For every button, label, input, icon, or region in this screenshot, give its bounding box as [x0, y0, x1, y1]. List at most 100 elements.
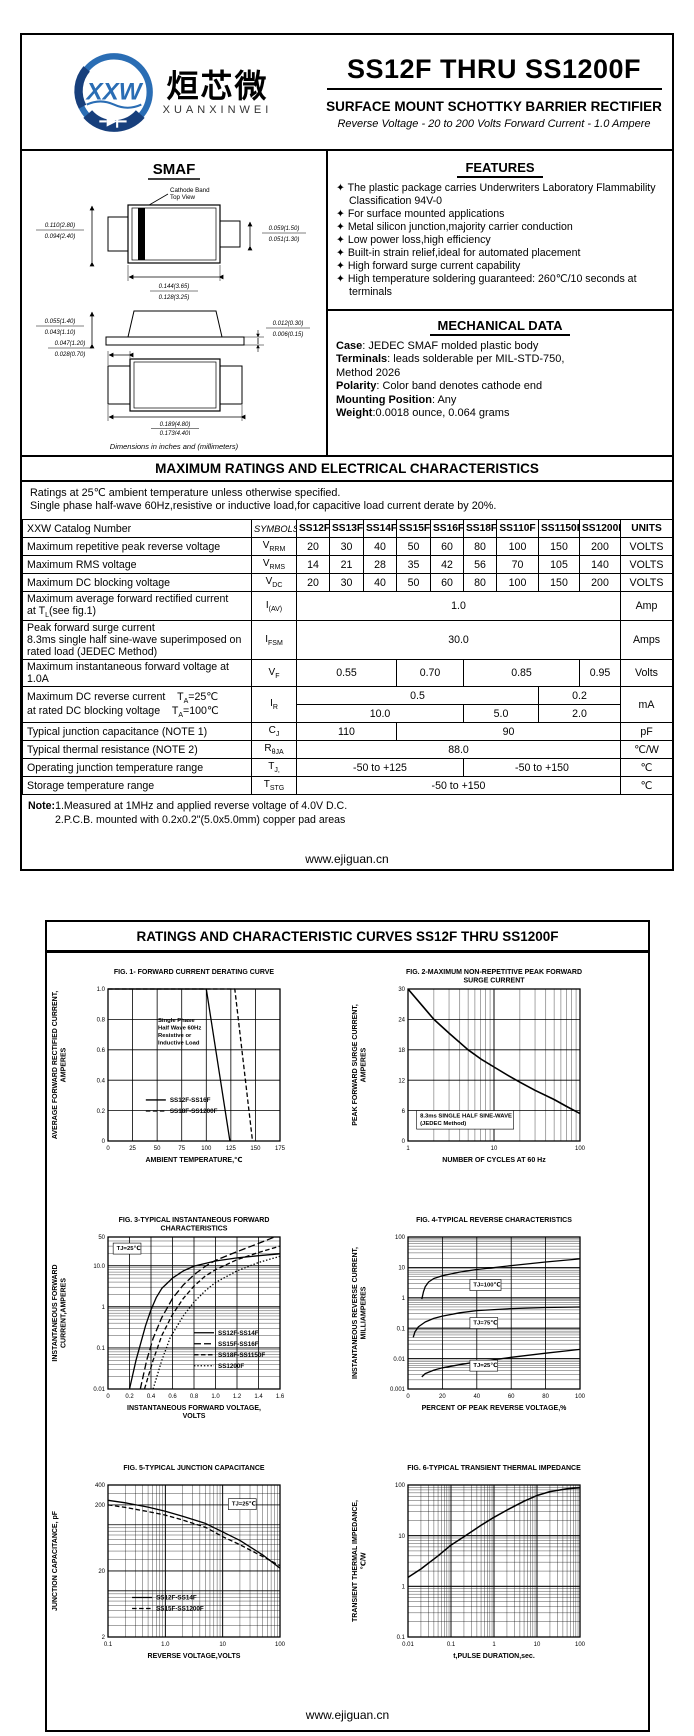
table-row: Maximum RMS voltage VRMS 14 21 28 35 42 56 70 105… — [22, 555, 673, 574]
svg-text:Half Wave 60Hz: Half Wave 60Hz — [157, 1025, 200, 1031]
website-link: www.ejiguan.cn — [305, 1708, 390, 1722]
svg-text:1: 1 — [401, 1296, 405, 1302]
svg-text:TJ=25℃: TJ=25℃ — [116, 1245, 140, 1252]
table-cell: 56 — [463, 555, 497, 574]
svg-text:SURGE CURRENT: SURGE CURRENT — [463, 978, 525, 985]
table-header-row: XXW Catalog Number SYMBOLS SS12F SS13F SS14F… — [22, 519, 673, 538]
table-cell: VF — [251, 659, 297, 688]
fig6-typical-transient-thermal-impedance: FIG. 6-TYPICAL TRANSIENT THERMAL IMPEDAN… — [348, 1461, 648, 1705]
svg-text:20: 20 — [439, 1394, 446, 1400]
table-cell: 14 — [296, 555, 330, 574]
fig2-maximum-non-repetitive-peak-forward-surge-current: FIG. 2-MAXIMUM NON-REPETITIVE PEAK FORWA… — [348, 965, 648, 1209]
dim-body-width-max: 0.144(3.65) — [159, 284, 190, 290]
svg-text:100: 100 — [574, 1642, 585, 1648]
ratings-heading: MAXIMUM RATINGS AND ELECTRICAL CHARACTER… — [22, 457, 672, 482]
brand-logo: XXW 烜芯微 XUANXINWEI — [22, 35, 322, 149]
table-cell: Maximum DC blocking voltage — [22, 573, 252, 592]
svg-text:1.4: 1.4 — [254, 1394, 263, 1400]
svg-text:1: 1 — [492, 1642, 496, 1648]
condition-line: Single phase half-wave 60Hz,resistive or… — [30, 500, 497, 512]
svg-text:FIG. 6-TYPICAL TRANSIENT THERM: FIG. 6-TYPICAL TRANSIENT THERMAL IMPEDAN… — [407, 1465, 581, 1472]
svg-text:0.01: 0.01 — [402, 1642, 414, 1648]
table-cell: 50 — [396, 537, 431, 556]
table-cell: Amp — [620, 590, 673, 622]
svg-text:SS1200F: SS1200F — [218, 1363, 244, 1370]
svg-text:25: 25 — [129, 1146, 136, 1152]
svg-text:1: 1 — [406, 1146, 410, 1152]
svg-text:NUMBER OF CYCLES AT 60 Hz: NUMBER OF CYCLES AT 60 Hz — [442, 1157, 546, 1164]
table-cell: Maximum DC reverse current TA=25℃ at rate… — [22, 686, 252, 724]
table-cell: VOLTS — [620, 537, 673, 556]
svg-text:AMPERES: AMPERES — [60, 1047, 67, 1082]
dim-standoff-min: 0.006(0.15) — [273, 332, 304, 338]
fig1-forward-current-derating-curve: FIG. 1- FORWARD CURRENT DERATING CURVE 0 2… — [48, 965, 348, 1209]
svg-text:80: 80 — [542, 1394, 549, 1400]
cathode-band-label: Cathode Band — [170, 187, 210, 194]
dim-body-width-min: 0.128(3.25) — [159, 295, 190, 301]
subtitle: SURFACE MOUNT SCHOTTKY BARRIER RECTIFIER — [326, 99, 662, 114]
cathode-band — [138, 208, 145, 260]
svg-text:AMPERES: AMPERES — [360, 1047, 367, 1082]
column-header: SS12F — [296, 519, 330, 538]
svg-text:100: 100 — [394, 1235, 405, 1241]
svg-text:SS18F-SS1150F: SS18F-SS1150F — [218, 1352, 265, 1359]
column-header: SS18F — [463, 519, 497, 538]
page-title: SS12F THRU SS1200F — [346, 54, 642, 84]
table-cell: 40 — [363, 573, 397, 592]
table-cell: 2.0 — [538, 704, 621, 724]
features-heading: FEATURES — [457, 160, 543, 178]
table-cell: 200 — [579, 537, 621, 556]
table-cell: 100 — [496, 573, 539, 592]
ratings-conditions: Ratings at 25℃ ambient temperature unles… — [22, 482, 672, 519]
svg-text:0.1: 0.1 — [396, 1326, 405, 1332]
note-line: Note:1.Measured at 1MHz and applied reve… — [28, 800, 348, 813]
column-header: UNITS — [620, 519, 673, 538]
svg-text:Resistive or: Resistive or — [157, 1033, 191, 1039]
feature-item: ✦ The plastic package carries Underwrite… — [336, 182, 656, 207]
dim-package-height-min: 0.043(1.10) — [45, 330, 76, 336]
dim-standoff-max: 0.012(0.30) — [273, 321, 304, 327]
column-header: SS110F — [496, 519, 539, 538]
column-header: SS13F — [329, 519, 364, 538]
svg-text:INSTANTANEOUS REVERSE CURRENT,: INSTANTANEOUS REVERSE CURRENT, — [352, 1247, 359, 1379]
dim-tab-height-min: 0.051(1.30) — [269, 237, 300, 243]
condition-line: Ratings at 25℃ ambient temperature unles… — [30, 487, 341, 499]
datasheet-page-1: XXW 烜芯微 XUANXINWEI SS12F THRU SS1200F SU… — [20, 33, 674, 872]
table-cell: 1.0 — [296, 590, 621, 622]
svg-text:VOLTS: VOLTS — [182, 1413, 205, 1420]
svg-text:100: 100 — [394, 1483, 405, 1489]
fig5-typical-junction-capacitance: FIG. 5-TYPICAL JUNCTION CAPACITANCE 0.1 1.… — [48, 1461, 348, 1705]
dim-total-width-max: 0.189(4.80) — [160, 422, 191, 428]
table-row: Typical thermal resistance (NOTE 2) RθJA 8… — [22, 740, 673, 760]
svg-text:SS15F-SS16F: SS15F-SS16F — [218, 1341, 259, 1348]
top-view-label: Top View — [170, 194, 196, 201]
table-cell: -50 to +150 — [463, 758, 621, 778]
feature-item: ✦ Low power loss,high efficiency — [336, 234, 491, 246]
logo-monogram: XXW — [84, 78, 143, 105]
feature-item: ✦ High forward surge current capability — [336, 260, 521, 272]
svg-text:0.4: 0.4 — [96, 1078, 105, 1084]
table-cell: I(AV) — [251, 590, 297, 622]
table-cell: 105 — [538, 555, 580, 574]
table-row: Maximum DC blocking voltage VDC 20 30 40 50 60… — [22, 573, 673, 592]
svg-text:1: 1 — [401, 1585, 405, 1591]
package-drawing-section: SMAF Cathode Band Top View 0.110(2.80) 0… — [22, 151, 328, 455]
svg-text:0: 0 — [406, 1394, 410, 1400]
svg-text:FIG. 4-TYPICAL REVERSE CHARACT: FIG. 4-TYPICAL REVERSE CHARACTERISTICS — [416, 1217, 572, 1224]
svg-text:INSTANTANEOUS FORWARD VOLTAGE,: INSTANTANEOUS FORWARD VOLTAGE, — [127, 1405, 261, 1412]
svg-text:0.001: 0.001 — [389, 1387, 405, 1393]
mechanical-data-line: Polarity: Color band denotes cathode end — [336, 380, 543, 392]
svg-text:0: 0 — [106, 1146, 110, 1152]
svg-text:0.6: 0.6 — [96, 1048, 105, 1054]
table-cell: 200 — [579, 573, 621, 592]
table-cell: IFSM — [251, 620, 297, 661]
svg-text:100: 100 — [574, 1146, 585, 1152]
table-cell: 28 — [363, 555, 397, 574]
svg-text:50: 50 — [153, 1146, 160, 1152]
dim-body-height-min: 0.094(2.40) — [45, 234, 76, 240]
svg-text:30: 30 — [398, 987, 405, 993]
svg-text:125: 125 — [225, 1146, 236, 1152]
table-cell: 0.95 — [579, 659, 621, 688]
svg-text:10.0: 10.0 — [93, 1264, 105, 1270]
svg-text:SS12F-SS16F: SS12F-SS16F — [169, 1097, 210, 1104]
